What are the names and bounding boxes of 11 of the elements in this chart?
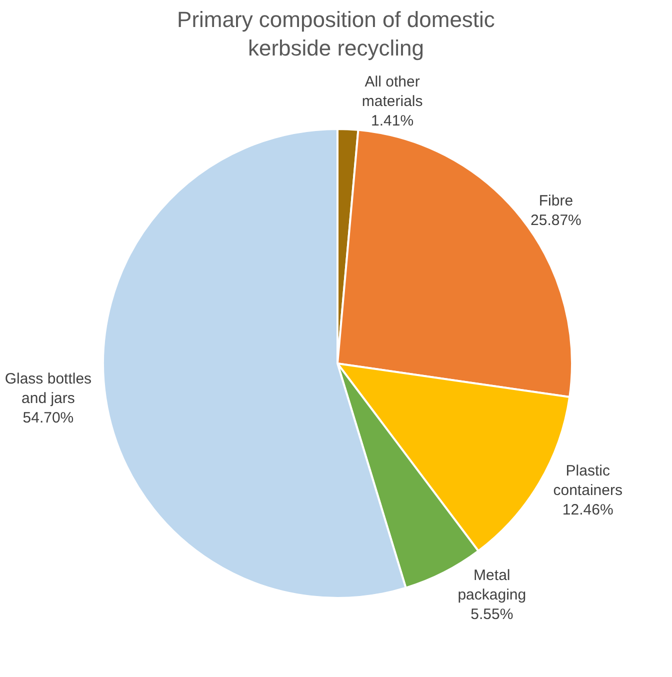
data-label: 12.46% [562,501,614,518]
data-label: 5.55% [470,606,514,623]
slice-label: Metal packaging [458,566,526,604]
chart-title: Primary composition of domestic kerbside recycling [177,7,495,61]
slice-label: Glass bottles and jars [4,370,92,408]
data-label: 25.87% [530,212,582,230]
data-label: 1.41% [371,112,414,130]
data-label: 54.70% [22,410,74,427]
slice-label: Fibre [538,192,574,210]
slice-label: Plastic containers [553,462,622,499]
slice-label: All other materials [362,73,423,110]
